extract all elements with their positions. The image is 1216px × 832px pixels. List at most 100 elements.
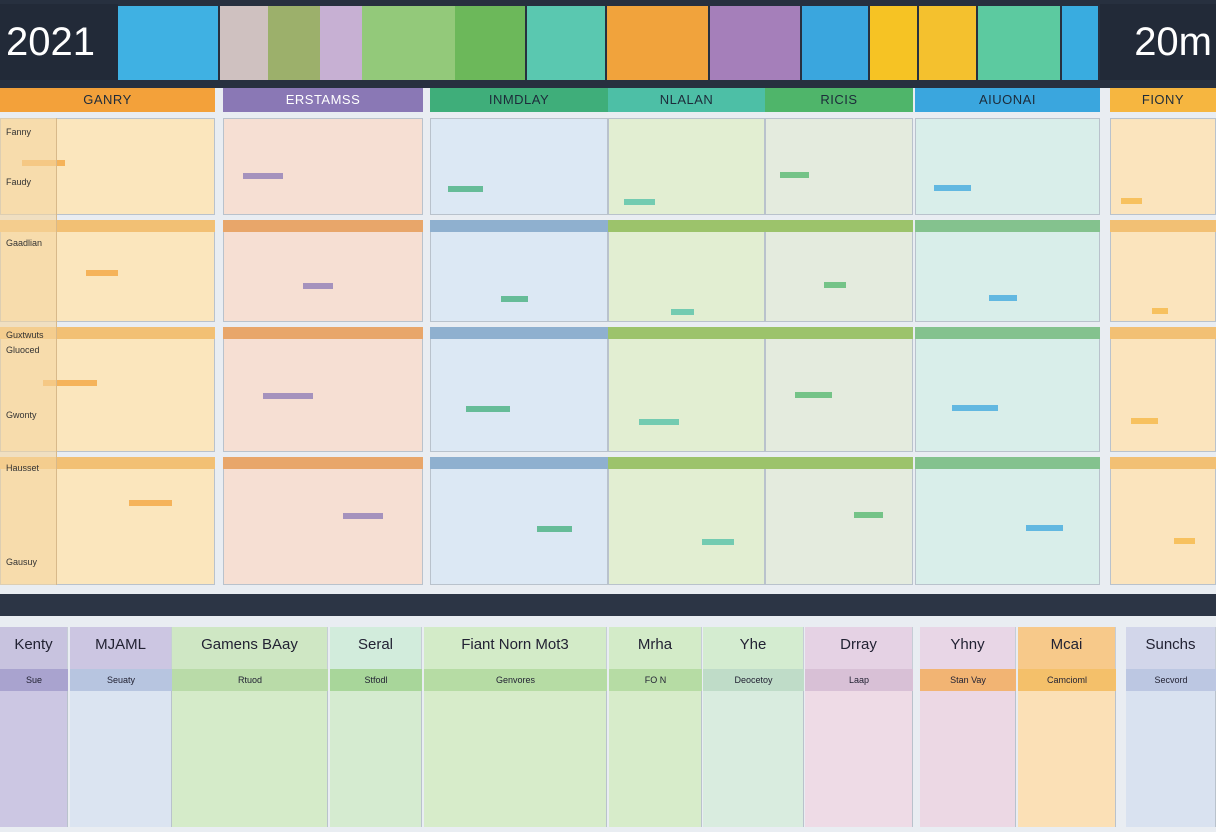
color-tab xyxy=(978,6,1060,80)
calendar-panel xyxy=(430,327,608,452)
color-tab xyxy=(220,6,268,80)
event-block xyxy=(536,526,573,532)
calendar-panel xyxy=(608,327,765,452)
calendar-panel xyxy=(223,118,423,215)
column-subheader: Deocetoy xyxy=(703,669,804,691)
event-block xyxy=(43,380,97,386)
color-tab xyxy=(320,6,362,80)
panel-strip xyxy=(1110,457,1216,469)
event-block xyxy=(639,419,679,425)
calendar-panel xyxy=(915,327,1100,452)
event-block xyxy=(933,185,971,191)
column-grid xyxy=(1018,691,1116,827)
event-block xyxy=(952,405,999,411)
section-header: NLALAN xyxy=(608,88,765,112)
panel-strip xyxy=(915,457,1100,469)
row-label: Hausset xyxy=(6,463,40,473)
calendar-panel xyxy=(915,457,1100,585)
color-tab xyxy=(870,6,917,80)
panel-strip xyxy=(608,457,765,469)
event-block xyxy=(243,173,283,179)
year-label: 2021 xyxy=(0,4,118,80)
column-subheader: Seuaty xyxy=(70,669,172,691)
column-header: Gamens BAay xyxy=(172,627,328,669)
calendar-panel xyxy=(430,457,608,585)
column-subheader: Laap xyxy=(805,669,913,691)
column-subheader: Stfodl xyxy=(330,669,422,691)
column-header: Yhe xyxy=(703,627,804,669)
label-column xyxy=(0,118,57,585)
panel-strip xyxy=(765,327,913,339)
panel-strip xyxy=(608,327,765,339)
section-header: GANRY xyxy=(0,88,215,112)
event-block xyxy=(129,500,172,506)
column-header: MJAML xyxy=(70,627,172,669)
column-grid xyxy=(70,691,172,827)
panel-strip xyxy=(608,220,765,232)
calendar-panel xyxy=(430,118,608,215)
color-tab xyxy=(362,6,455,80)
column-subheader: Stan Vay xyxy=(920,669,1016,691)
row-label: Fanny xyxy=(6,127,32,137)
event-block xyxy=(853,512,884,518)
column-subheader: Secvord xyxy=(1126,669,1216,691)
panel-strip xyxy=(915,220,1100,232)
row-label: Gausuy xyxy=(6,557,38,567)
section-header: AIUONAI xyxy=(915,88,1100,112)
panel-strip xyxy=(1110,220,1216,232)
calendar-panel xyxy=(608,118,765,215)
calendar-panel xyxy=(765,220,913,322)
column-header: Mcai xyxy=(1018,627,1116,669)
column-header: Fiant Norn Mot3 xyxy=(424,627,607,669)
event-block xyxy=(263,393,313,399)
row-label: Guxtwuts xyxy=(6,330,44,340)
column-header: Drray xyxy=(805,627,913,669)
color-tab xyxy=(607,6,708,80)
event-block xyxy=(1120,198,1142,204)
calendar-panel xyxy=(223,327,423,452)
event-block xyxy=(794,392,832,398)
panel-strip xyxy=(223,457,423,469)
row-label: Faudy xyxy=(6,177,32,187)
column-header: Seral xyxy=(330,627,422,669)
color-tab xyxy=(1062,6,1098,80)
calendar-panel xyxy=(1110,220,1216,322)
column-subheader: FO N xyxy=(609,669,702,691)
color-tab xyxy=(118,6,218,80)
event-block xyxy=(1152,308,1169,314)
event-block xyxy=(779,172,810,178)
column-grid xyxy=(703,691,804,827)
calendar-panel xyxy=(765,457,913,585)
calendar-panel xyxy=(765,118,913,215)
section-header: RICIS xyxy=(765,88,913,112)
color-tab xyxy=(527,6,605,80)
panel-strip xyxy=(1110,327,1216,339)
event-block xyxy=(702,539,734,545)
row-label: Gwonty xyxy=(6,410,37,420)
section-header: FIONY xyxy=(1110,88,1216,112)
section-header: ERSTAMSS xyxy=(223,88,423,112)
panel-strip xyxy=(915,327,1100,339)
panel-strip xyxy=(430,327,608,339)
column-grid xyxy=(0,691,68,827)
panel-strip xyxy=(765,220,913,232)
calendar-panel xyxy=(915,220,1100,322)
column-header: Sunchs xyxy=(1126,627,1216,669)
column-subheader: Rtuod xyxy=(172,669,328,691)
event-block xyxy=(465,406,511,412)
calendar-panel xyxy=(223,457,423,585)
panel-strip xyxy=(430,220,608,232)
color-tab xyxy=(455,6,525,80)
panel-strip xyxy=(223,220,423,232)
column-subheader: Camcioml xyxy=(1018,669,1116,691)
event-block xyxy=(989,295,1017,301)
calendar-panel xyxy=(765,327,913,452)
row-label: Gaadlian xyxy=(6,238,43,248)
column-grid xyxy=(172,691,328,827)
event-block xyxy=(343,513,383,519)
column-grid xyxy=(1126,691,1216,827)
calendar-panel xyxy=(1110,457,1216,585)
section-header: INMDLAY xyxy=(430,88,608,112)
event-block xyxy=(1026,525,1063,531)
